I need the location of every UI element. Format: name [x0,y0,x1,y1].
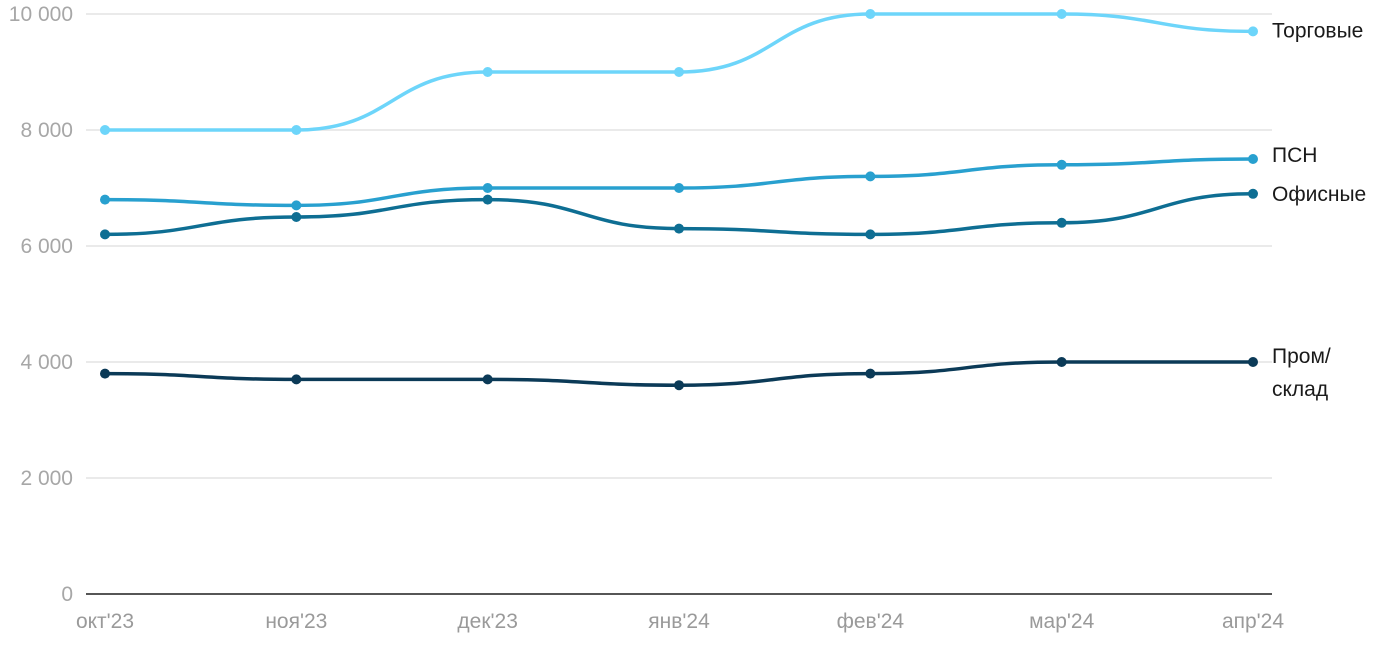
data-point [674,223,684,234]
data-point [1056,357,1067,367]
series-layer [100,9,1258,391]
x-tick-label: янв'24 [648,610,710,633]
data-point [482,183,493,193]
series-label: Офисные [1272,183,1366,206]
data-point [291,212,302,222]
y-tick-label: 8 000 [20,119,73,142]
label-layer: Торговые ПСН Офисные Пром/склад [1272,19,1366,401]
data-point [291,200,302,211]
grid-layer [86,13,1272,479]
data-point [482,194,493,205]
y-tick-label: 6 000 [20,235,73,258]
series-line-2 [103,157,1255,208]
y-tick-label: 4 000 [20,351,73,374]
data-point [865,368,876,379]
axis-layer: 0 2 000 4 000 6 000 8 000 10 000 окт'23 ноя'23 д… [9,3,1285,633]
data-point [865,229,876,240]
data-point [1248,357,1258,367]
data-point [674,67,684,77]
data-point [674,380,684,391]
series-label-line: Офисные [1272,183,1366,206]
data-point [1248,26,1258,37]
series-label: Торговые [1272,19,1363,42]
data-point [865,171,876,182]
data-point [291,125,302,135]
series-label-line: Пром/ [1272,345,1331,368]
data-point [865,9,876,19]
data-point [291,374,302,385]
y-tick-label: 2 000 [20,467,73,490]
data-point [100,368,110,379]
series-label-line: Торговые [1272,19,1363,42]
data-point [1056,217,1067,228]
data-point [1056,159,1067,170]
data-point [100,229,110,240]
data-point [1056,9,1067,19]
series-label: ПСН [1272,144,1317,167]
x-tick-label: окт'23 [76,610,134,633]
x-tick-label: мар'24 [1029,610,1094,633]
data-point [1248,188,1258,199]
y-tick-label: 0 [61,583,73,606]
data-point [100,125,110,135]
x-tick-label: апр'24 [1222,610,1284,633]
series-label-line: ПСН [1272,144,1317,167]
data-point [482,374,493,385]
data-point [482,67,493,77]
x-tick-label: ноя'23 [265,610,327,633]
y-tick-label: 10 000 [9,3,73,26]
x-tick-label: фев'24 [837,610,905,633]
data-point [674,183,684,193]
series-label-line: склад [1272,378,1328,401]
x-tick-label: дек'23 [457,610,518,633]
data-point [100,194,110,205]
data-point [1248,154,1258,164]
series-label: Пром/склад [1272,345,1331,401]
